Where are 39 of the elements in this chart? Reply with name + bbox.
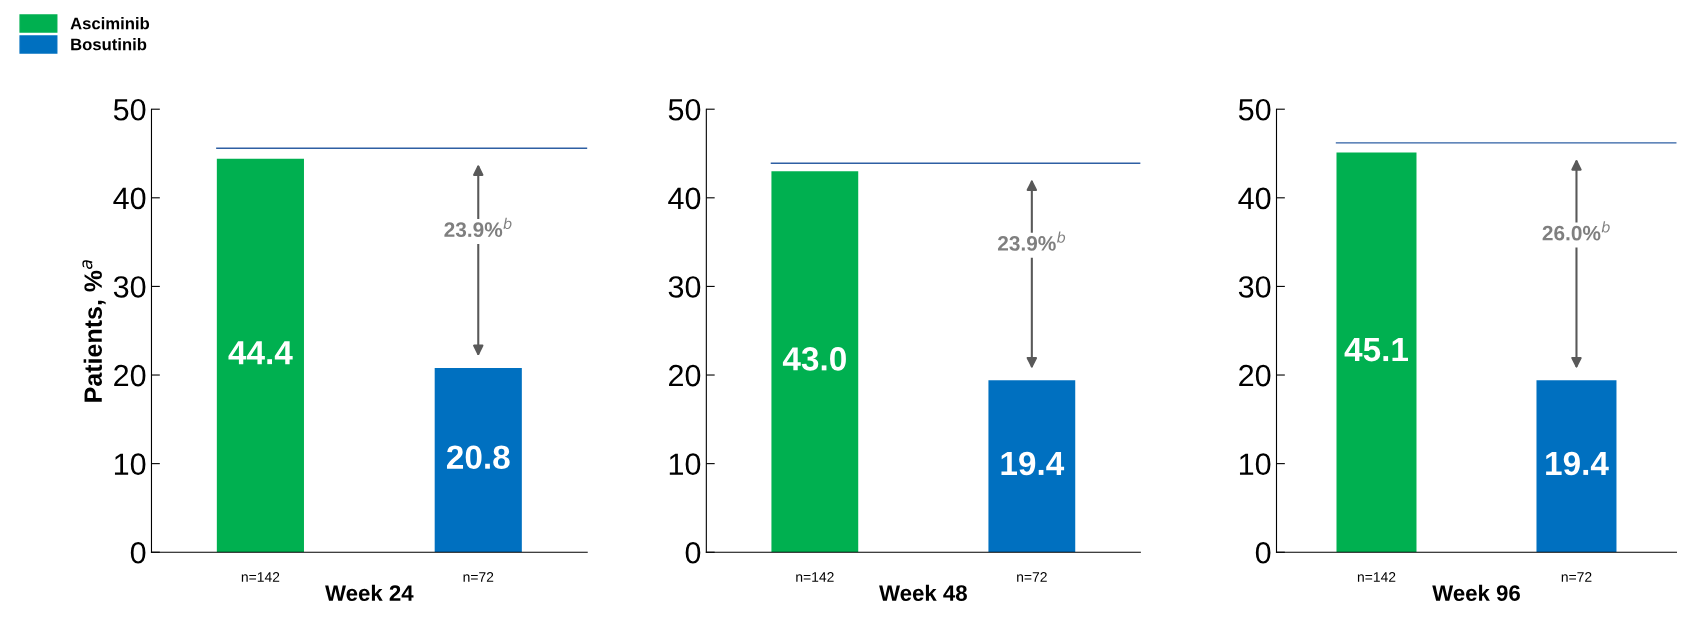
y-tick-label: 40 <box>1238 187 1271 210</box>
y-tick-label: 20 <box>669 364 701 387</box>
data-label: 43.0 <box>782 347 846 371</box>
y-tick-label: 10 <box>669 453 701 475</box>
y-tick-label: 10 <box>1239 453 1271 475</box>
x-axis-title: Week 24 <box>325 584 414 601</box>
x-tick-label: n=72 <box>1561 572 1592 582</box>
data-label: 19.4 <box>1001 451 1065 476</box>
x-axis-title: Week 48 <box>879 584 967 601</box>
y-tick-label: 10 <box>114 453 146 475</box>
y-tick-label: 30 <box>1238 276 1271 298</box>
annotation: 23.9%$^{b}$ <box>997 231 1066 251</box>
x-tick-label: n=142 <box>796 572 834 582</box>
y-tick-label: 30 <box>113 276 146 298</box>
y-tick-label: 40 <box>113 187 146 210</box>
x-tick-label: n=142 <box>241 572 280 582</box>
legend-label: Asciminib <box>70 17 150 30</box>
data-label: 20.8 <box>446 445 510 470</box>
annotation: 26.0%$^{b}$ <box>1542 221 1610 241</box>
data-label: 45.1 <box>1344 338 1409 362</box>
data-label: 19.4 <box>1546 451 1609 476</box>
y-tick-label: 50 <box>113 98 146 121</box>
y-tick-label: 40 <box>668 187 701 210</box>
y-tick-label: 20 <box>114 364 146 387</box>
y-tick-label: 50 <box>668 98 701 121</box>
data-label: 44.4 <box>228 341 293 365</box>
y-axis-title: Patients, %$^{a}$ <box>82 260 106 402</box>
y-tick-label: 0 <box>685 541 701 564</box>
x-tick-label: n=72 <box>463 572 494 582</box>
y-tick-label: 20 <box>1239 364 1271 387</box>
y-tick-label: 0 <box>130 541 146 564</box>
x-tick-label: n=72 <box>1017 572 1047 582</box>
x-axis-title: Week 96 <box>1432 584 1520 601</box>
x-tick-label: n=142 <box>1357 572 1396 582</box>
y-tick-label: 50 <box>1238 98 1271 121</box>
y-tick-label: 0 <box>1255 541 1271 564</box>
legend-label: Bosutinib <box>71 38 147 51</box>
annotation: 23.9%$^{b}$ <box>444 217 512 238</box>
y-tick-label: 30 <box>668 276 701 298</box>
